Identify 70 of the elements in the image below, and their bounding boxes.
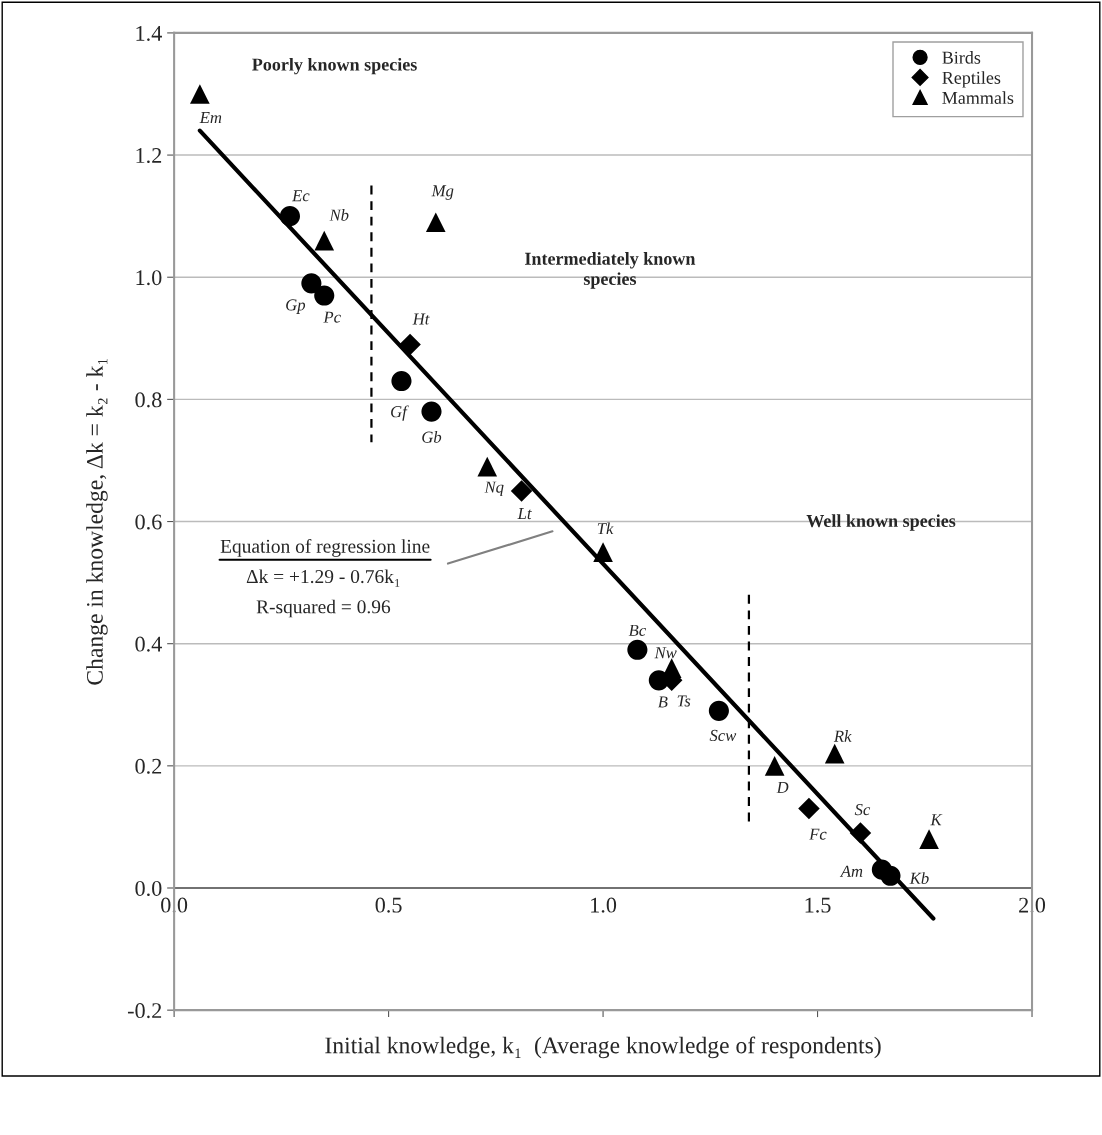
point [824, 743, 845, 764]
annotation: Intermediately known species [525, 252, 696, 289]
point [919, 829, 939, 849]
x-tick-label: 0.5 [375, 897, 402, 913]
annotation: Mg [431, 185, 454, 200]
annotation: Δk = +1.29 - 0.76k₁ [246, 569, 400, 587]
point [627, 639, 648, 660]
point [593, 542, 613, 562]
point [314, 230, 335, 251]
y-tick-label: 1.4 [136, 25, 162, 41]
annotation: Fc [809, 828, 827, 840]
annotation: Nw [654, 647, 677, 659]
annotation: Nb [329, 209, 349, 221]
point [301, 273, 322, 294]
legend-label: Mammals [942, 91, 1014, 104]
annotation: Em [199, 112, 222, 123]
annotation: Gb [422, 431, 442, 443]
annotation: Tk [597, 522, 614, 535]
legend-label: Reptiles [942, 71, 1001, 88]
y-tick-label: -0.2 [127, 1003, 162, 1019]
annotation: Gf [391, 405, 409, 421]
annotation: Bc [628, 624, 646, 636]
x-tick-label: 1.0 [591, 897, 617, 913]
y-tick-label: 1.0 [136, 270, 162, 286]
annotation: Lt [517, 508, 532, 520]
annotation: Ec [291, 190, 310, 202]
y-tick-label: 0.6 [135, 514, 162, 530]
point [425, 212, 446, 233]
annotation: Poorly known species [252, 57, 417, 75]
x-axis-title: Initial knowledge, k₁ (Average knowledge of respondents) [325, 1036, 881, 1059]
x-tick-label: 2.0 [1019, 897, 1046, 913]
annotation: Sc [854, 804, 871, 816]
annotation: Well known species [806, 514, 956, 531]
point [399, 333, 421, 356]
x-tick-label: 1.5 [805, 897, 831, 913]
point [708, 700, 729, 721]
point [477, 456, 498, 477]
annotation: B [657, 696, 668, 708]
annotation: R-squared = 0.96 [256, 599, 391, 618]
point [314, 285, 335, 306]
point [510, 480, 533, 502]
y-tick-label: 0.0 [135, 880, 162, 897]
y-tick-label: 1.2 [136, 148, 162, 164]
x-tick-label: 0.0 [161, 897, 188, 913]
annotation: Ts [677, 695, 691, 707]
point [764, 756, 785, 776]
y-tick-label: 0.4 [135, 636, 162, 652]
point [421, 401, 442, 422]
point [279, 206, 300, 227]
point [880, 865, 901, 886]
annotation: Pc [323, 311, 341, 323]
point [190, 84, 210, 104]
point [798, 797, 820, 820]
annotation: Equation of regression line [220, 538, 430, 557]
annotation: K [930, 814, 943, 826]
annotation: Scw [709, 729, 737, 742]
annotation: D [776, 781, 789, 793]
point [391, 370, 412, 392]
point [661, 658, 682, 678]
point [849, 822, 872, 844]
annotation: Nq [484, 481, 504, 497]
legend-label: Birds [942, 51, 981, 64]
annotation: Kb [909, 872, 929, 884]
annotation: Gp [286, 299, 306, 314]
y-axis-title: Change in knowledge, Δk = k₂ - k₁ [86, 359, 108, 685]
annotation: Rk [833, 730, 852, 742]
y-tick-label: 0.8 [135, 392, 162, 408]
annotation: Am [839, 865, 863, 877]
y-tick-label: 0.2 [135, 758, 162, 774]
annotation: Ht [412, 313, 430, 325]
